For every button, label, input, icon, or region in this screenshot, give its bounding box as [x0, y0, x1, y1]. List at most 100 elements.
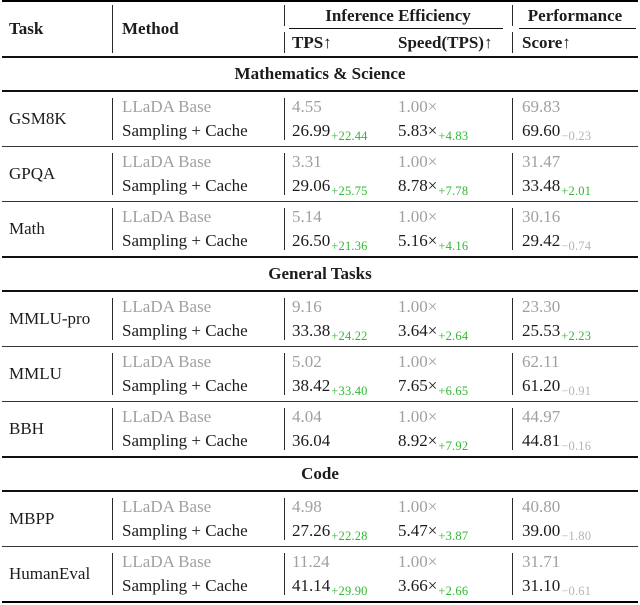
speed-ours-line: 5.47×+3.87 — [398, 519, 512, 543]
method-ours-label: Sampling + Cache — [122, 176, 248, 195]
task-label: MMLU-pro — [9, 309, 91, 328]
tps-delta: +24.22 — [331, 329, 368, 343]
score-base-value: 44.97 — [522, 407, 561, 426]
tps-delta: +33.40 — [331, 384, 368, 398]
score-delta: −0.61 — [561, 584, 592, 598]
score-cell: 31.47 33.48+2.01 — [512, 150, 638, 198]
speed-base-value: 1.00× — [398, 207, 438, 226]
score-delta: −0.74 — [561, 239, 592, 253]
tps-cell: 4.98 27.26+22.28 — [284, 495, 396, 543]
performance-underline — [519, 28, 636, 29]
task-block-mmlu: MMLU LLaDA Base Sampling + Cache 5.02 38… — [2, 347, 638, 401]
speed-ours-line: 3.64×+2.64 — [398, 319, 512, 343]
method-ours-label: Sampling + Cache — [122, 321, 248, 340]
score-ours-value: 39.00 — [522, 521, 561, 540]
method-ours-label: Sampling + Cache — [122, 521, 248, 540]
score-ours-line: 44.81−0.16 — [522, 429, 638, 453]
score-ours-value: 25.53 — [522, 321, 561, 340]
tps-base-value: 4.98 — [292, 497, 322, 516]
speed-base-value: 1.00× — [398, 497, 438, 516]
speed-base-value: 1.00× — [398, 152, 438, 171]
section-rule — [2, 90, 638, 92]
tps-ours-value: 38.42 — [292, 376, 331, 395]
task-label: GSM8K — [9, 109, 67, 128]
tps-delta: +21.36 — [331, 239, 368, 253]
section-rule — [2, 256, 638, 258]
speed-cell: 1.00× 8.78×+7.78 — [396, 150, 512, 198]
score-ours-value: 29.42 — [522, 231, 561, 250]
task-block-humaneval: HumanEval LLaDA Base Sampling + Cache 11… — [2, 547, 638, 601]
section-header-general-tasks: General Tasks — [268, 264, 372, 283]
speed-delta: +2.64 — [438, 329, 469, 343]
score-base-value: 31.71 — [522, 552, 561, 571]
tps-base-value: 4.04 — [292, 407, 322, 426]
task-block-bbh: BBH LLaDA Base Sampling + Cache 4.04 36.… — [2, 402, 638, 456]
row-rule — [2, 346, 638, 347]
speed-cell: 1.00× 8.92×+7.92 — [396, 405, 512, 453]
tps-ours-line: 27.26+22.28 — [292, 519, 396, 543]
tps-ours-value: 41.14 — [292, 576, 331, 595]
method-cell: LLaDA Base Sampling + Cache — [112, 295, 284, 343]
speed-cell: 1.00× 7.65×+6.65 — [396, 350, 512, 398]
row-rule — [2, 146, 638, 147]
method-ours-label: Sampling + Cache — [122, 231, 248, 250]
row-rule — [2, 401, 638, 402]
header-performance: Performance — [512, 2, 638, 29]
tps-base-value: 11.24 — [292, 552, 330, 571]
task-label: MMLU — [9, 364, 62, 383]
speed-ours-value: 5.47× — [398, 521, 438, 540]
tps-cell: 9.16 33.38+24.22 — [284, 295, 396, 343]
task-label: HumanEval — [9, 564, 91, 583]
header-inference-efficiency-label: Inference Efficiency — [325, 5, 471, 25]
tps-base-value: 3.31 — [292, 152, 322, 171]
speed-base-value: 1.00× — [398, 352, 438, 371]
speed-ours-line: 7.65×+6.65 — [398, 374, 512, 398]
score-base-value: 69.83 — [522, 97, 561, 116]
score-base-value: 23.30 — [522, 297, 561, 316]
score-base-value: 30.16 — [522, 207, 561, 226]
method-base-label: LLaDA Base — [122, 352, 212, 371]
tps-ours-line: 38.42+33.40 — [292, 374, 396, 398]
tps-cell: 11.24 41.14+29.90 — [284, 550, 396, 598]
header-task: Task — [9, 19, 44, 38]
score-cell: 40.80 39.00−1.80 — [512, 495, 638, 543]
method-cell: LLaDA Base Sampling + Cache — [112, 150, 284, 198]
method-base-label: LLaDA Base — [122, 497, 212, 516]
score-base-value: 62.11 — [522, 352, 560, 371]
score-ours-line: 25.53+2.23 — [522, 319, 638, 343]
score-ours-line: 39.00−1.80 — [522, 519, 638, 543]
tps-ours-value: 36.04 — [292, 431, 331, 450]
speed-delta: +2.66 — [438, 584, 469, 598]
section-rule — [2, 290, 638, 292]
speed-cell: 1.00× 3.66×+2.66 — [396, 550, 512, 598]
method-ours-label: Sampling + Cache — [122, 121, 248, 140]
score-base-value: 40.80 — [522, 497, 561, 516]
speed-base-value: 1.00× — [398, 297, 438, 316]
speed-cell: 1.00× 5.16×+4.16 — [396, 205, 512, 253]
task-block-math: Math LLaDA Base Sampling + Cache 5.14 26… — [2, 202, 638, 256]
speed-delta: +7.78 — [438, 184, 469, 198]
tps-base-value: 5.14 — [292, 207, 322, 226]
task-block-gsm8k: GSM8K LLaDA Base Sampling + Cache 4.55 2… — [2, 92, 638, 146]
score-base-value: 31.47 — [522, 152, 561, 171]
score-delta: −0.16 — [561, 439, 592, 453]
tps-ours-value: 26.99 — [292, 121, 331, 140]
speed-cell: 1.00× 5.47×+3.87 — [396, 495, 512, 543]
score-cell: 69.83 69.60−0.23 — [512, 95, 638, 143]
tps-delta: +22.28 — [331, 529, 368, 543]
method-cell: LLaDA Base Sampling + Cache — [112, 405, 284, 453]
task-label: GPQA — [9, 164, 56, 183]
tps-ours-value: 27.26 — [292, 521, 331, 540]
tps-ours-line: 26.50+21.36 — [292, 229, 396, 253]
task-block-mmlu-pro: MMLU-pro LLaDA Base Sampling + Cache 9.1… — [2, 292, 638, 346]
speed-ours-value: 5.16× — [398, 231, 438, 250]
speed-ours-value: 8.78× — [398, 176, 438, 195]
speed-base-value: 1.00× — [398, 552, 438, 571]
tps-ours-value: 26.50 — [292, 231, 331, 250]
tps-cell: 5.14 26.50+21.36 — [284, 205, 396, 253]
score-ours-line: 31.10−0.61 — [522, 574, 638, 598]
score-cell: 23.30 25.53+2.23 — [512, 295, 638, 343]
task-label: Math — [9, 219, 45, 238]
speed-ours-line: 5.16×+4.16 — [398, 229, 512, 253]
score-ours-value: 61.20 — [522, 376, 561, 395]
